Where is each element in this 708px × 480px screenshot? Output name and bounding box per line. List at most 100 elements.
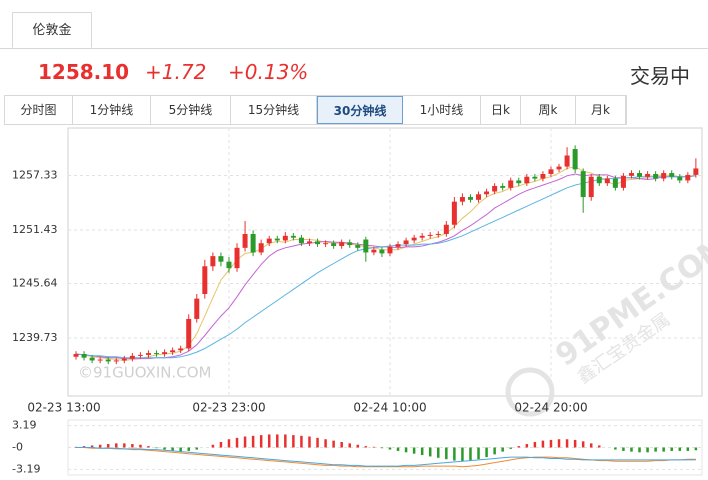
candle-body: [234, 247, 240, 269]
candle-body: [411, 237, 417, 241]
x-tick-label: 02-24 20:00: [514, 401, 587, 415]
candle-body: [218, 256, 224, 262]
candle-body: [145, 353, 151, 355]
candle-body: [532, 176, 538, 179]
tab-bar: 伦敦金: [0, 0, 708, 49]
candle-body: [97, 359, 103, 361]
ma-line: [75, 173, 696, 360]
price: 1258.10: [38, 60, 130, 84]
candle-body: [596, 176, 602, 184]
candle-body: [492, 185, 498, 192]
period-tab[interactable]: 周k: [521, 96, 576, 124]
change-pct: +0.13%: [228, 60, 309, 84]
candle-body: [604, 178, 610, 184]
candle-body: [427, 234, 433, 236]
macd-line: [76, 447, 696, 468]
candle-body: [516, 180, 522, 184]
candle-body: [186, 318, 192, 349]
candle-body: [323, 243, 329, 245]
y-tick-label: 1245.64: [12, 276, 58, 289]
change: +1.72: [145, 60, 207, 84]
status: 交易中: [630, 64, 690, 88]
candle-body: [459, 197, 465, 202]
x-tick-label: 02-23 23:00: [192, 401, 265, 415]
period-tab[interactable]: 1小时线: [403, 96, 481, 124]
candle-body: [282, 235, 288, 241]
candle-body: [194, 298, 200, 319]
watermark: 91PME.COM: [549, 228, 708, 373]
candle-body: [588, 176, 594, 198]
candle-body: [669, 173, 675, 177]
candle-body: [628, 173, 634, 176]
candle-body: [572, 149, 578, 170]
candle-body: [154, 353, 160, 355]
candle-body: [162, 352, 168, 354]
candle-body: [403, 240, 409, 245]
candle-body: [89, 357, 95, 361]
candle-body: [620, 175, 626, 188]
y-tick-label: 3.19: [12, 419, 37, 432]
x-tick-label: 02-24 10:00: [353, 401, 426, 415]
candle-body: [137, 354, 143, 356]
ma-line: [75, 175, 696, 359]
candle-body: [387, 246, 393, 254]
watermark-logo: [505, 367, 555, 417]
candle-body: [548, 169, 554, 174]
period-tab[interactable]: 分时图: [5, 96, 73, 124]
period-tab[interactable]: 15分钟线: [231, 96, 317, 124]
candle-body: [540, 173, 546, 179]
y-tick-label: 1239.73: [12, 331, 58, 344]
candle-body: [612, 178, 618, 188]
candle-body: [113, 360, 119, 362]
candle-body: [637, 173, 643, 177]
y-tick-label: 1251.43: [12, 223, 58, 236]
candle-body: [556, 166, 562, 170]
candle-body: [129, 355, 135, 359]
candle-body: [419, 235, 425, 238]
candle-body: [371, 249, 377, 253]
candle-body: [661, 173, 667, 179]
candle-body: [73, 353, 79, 357]
macd-line: [76, 447, 696, 467]
x-tick-label: 02-23 13:00: [27, 401, 100, 415]
candle-body: [170, 350, 176, 353]
y-tick-label: -0: [12, 441, 23, 454]
watermark: 鑫汇宝贵金属: [574, 309, 675, 388]
period-tab[interactable]: 日k: [481, 96, 521, 124]
y-tick-label: -3.19: [12, 462, 40, 475]
period-tabs: 分时图 1分钟线 5分钟线 15分钟线 30分钟线 1小时线 日k 周k 月k: [4, 95, 627, 125]
candle-body: [202, 266, 208, 294]
candle-body: [363, 239, 369, 253]
period-tab[interactable]: 5分钟线: [151, 96, 231, 124]
candle-body: [266, 238, 272, 244]
candle-body: [443, 224, 449, 234]
period-tab[interactable]: 30分钟线: [317, 96, 403, 124]
tab[interactable]: 伦敦金: [12, 12, 92, 48]
period-tab[interactable]: 月k: [576, 96, 626, 124]
candle-body: [81, 353, 87, 358]
candle-body: [379, 249, 385, 254]
candle-body: [242, 233, 248, 248]
candle-body: [355, 245, 361, 248]
candle-body: [685, 174, 691, 181]
candle-body: [250, 233, 256, 253]
candle-body: [347, 242, 353, 246]
candle-body: [508, 180, 514, 188]
candle-body: [476, 194, 482, 200]
candle-body: [645, 173, 651, 177]
candle-body: [451, 201, 457, 225]
candle-body: [564, 155, 570, 167]
candle-body: [500, 185, 506, 188]
candle-body: [226, 261, 232, 269]
candle-body: [395, 244, 401, 247]
candle-body: [331, 243, 337, 246]
ma-line: [75, 166, 697, 362]
candle-body: [693, 168, 699, 175]
candle-body: [467, 197, 473, 200]
candle-body: [580, 171, 586, 198]
candle-body: [524, 176, 530, 184]
candle-body: [298, 237, 304, 244]
period-tab[interactable]: 1分钟线: [73, 96, 151, 124]
watermark: ©91GUOXIN.COM: [78, 364, 211, 382]
